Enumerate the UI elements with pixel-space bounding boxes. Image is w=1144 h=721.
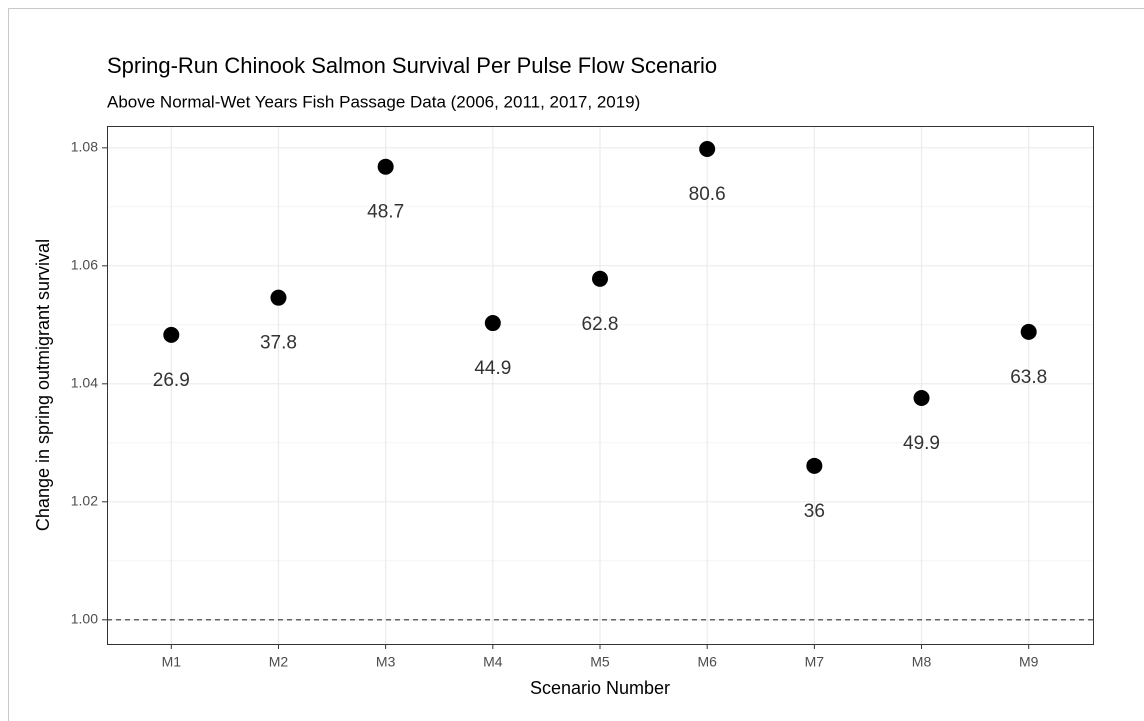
point-annotation: 63.8 xyxy=(1010,367,1047,388)
x-tick-label: M7 xyxy=(805,654,825,670)
x-axis-label: Scenario Number xyxy=(530,678,670,698)
x-tick-label: M8 xyxy=(912,654,932,670)
point xyxy=(699,141,716,158)
point-annotation: 62.8 xyxy=(582,314,619,335)
y-tick-label: 1.06 xyxy=(71,257,98,273)
y-tick-label: 1.08 xyxy=(71,139,98,155)
point xyxy=(592,270,608,287)
x-tick-label: M6 xyxy=(697,654,717,670)
point xyxy=(1020,323,1037,340)
x-tick-label: M3 xyxy=(376,654,396,670)
y-tick-label: 1.02 xyxy=(71,493,98,509)
chart-title: Spring-Run Chinook Salmon Survival Per P… xyxy=(107,53,717,78)
frame xyxy=(8,8,1144,721)
x-tick-label: M5 xyxy=(590,654,610,670)
chart-subtitle: Above Normal-Wet Years Fish Passage Data… xyxy=(107,92,640,111)
grid xyxy=(107,126,1093,644)
point-annotation: 49.9 xyxy=(903,433,940,454)
point-annotation: 48.7 xyxy=(367,202,404,223)
point-annotation: 37.8 xyxy=(260,333,297,354)
x-tick-label: M2 xyxy=(269,654,289,670)
x-tick-label: M9 xyxy=(1019,654,1039,670)
point-annotation: 80.6 xyxy=(689,184,726,205)
point-annotation: 36 xyxy=(804,501,825,522)
point xyxy=(806,457,823,474)
y-axis-label: Change in spring outmigrant survival xyxy=(33,239,53,531)
x-tick-label: M1 xyxy=(162,654,182,670)
point xyxy=(484,315,501,332)
point xyxy=(270,289,287,306)
x-tick-label: M4 xyxy=(483,654,503,670)
point xyxy=(913,389,930,406)
point xyxy=(163,326,180,343)
marks: 26.9 37.8 48.7 44.9 62.8 80.6 36 49.9 63.8 xyxy=(107,141,1093,621)
y-tick-label: 1.00 xyxy=(71,611,98,627)
y-tick-label: 1.04 xyxy=(71,375,98,391)
point-annotation: 44.9 xyxy=(474,358,511,379)
point xyxy=(377,158,394,175)
point-annotation: 26.9 xyxy=(153,370,190,391)
